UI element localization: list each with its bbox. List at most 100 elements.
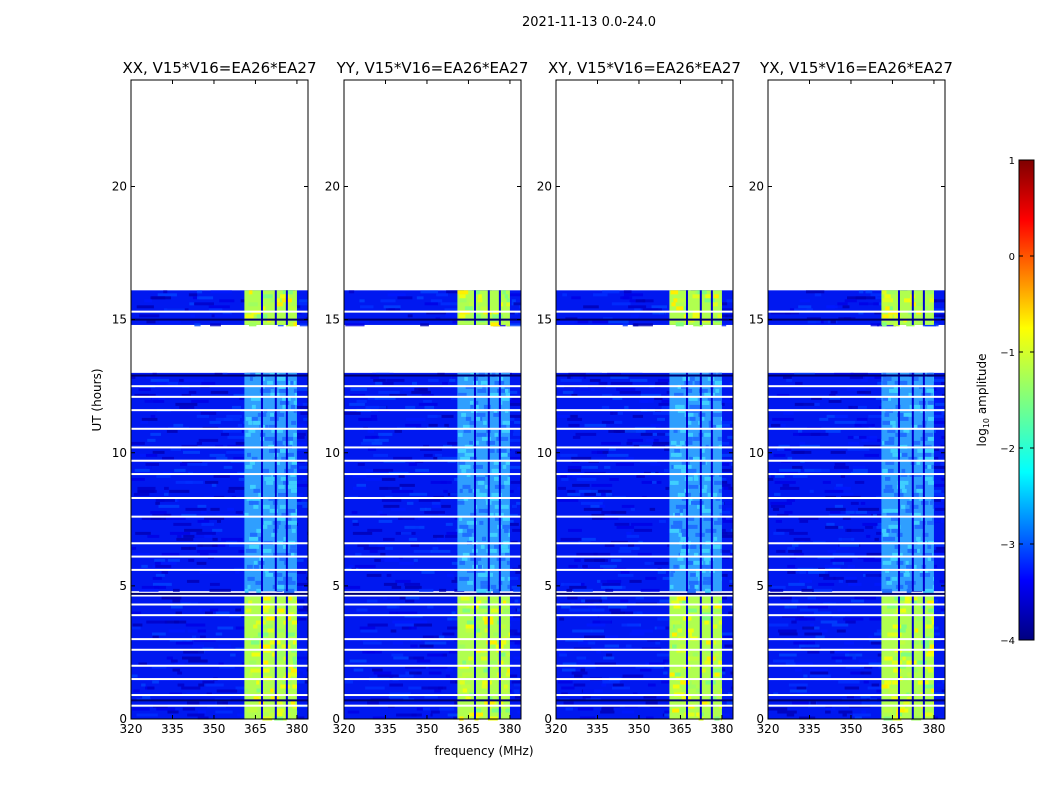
noise-speckle [295,305,301,309]
rfi-speckle [912,520,920,525]
noise-speckle [161,570,169,574]
noise-speckle [808,570,826,574]
noise-speckle [774,480,796,484]
gap-line [131,446,308,449]
noise-speckle [724,501,733,505]
rfi-speckle [703,484,708,489]
rfi-speckle [674,624,682,629]
rfi-speckle [467,580,474,585]
rfi-speckle [913,640,920,645]
rfi-speckle [470,456,477,461]
noise-speckle [776,549,786,553]
rfi-speckle [464,306,473,311]
noise-speckle [147,438,156,442]
rfi-speckle [927,448,934,453]
noise-speckle [367,396,379,400]
noise-speckle [405,665,426,669]
noise-speckle [580,668,586,672]
noise-speckle [807,596,817,600]
rfi-speckle [927,600,934,605]
rfi-speckle [889,306,893,311]
noise-speckle [810,671,829,675]
noise-speckle [560,453,578,457]
noise-speckle [172,588,180,592]
noise-speckle [656,626,671,630]
rfi-speckle [693,436,700,441]
noise-speckle [584,423,607,427]
rfi-speckle [290,700,296,705]
noise-speckle [730,671,733,675]
rfi-speckle [686,432,693,437]
rfi-speckle [458,392,467,397]
noise-speckle [562,293,567,297]
noise-speckle [933,420,945,424]
rfi-speckle [503,608,510,613]
rfi-speckle [473,404,479,409]
noise-speckle [133,492,150,496]
noise-speckle [629,632,645,636]
rfi-speckle [688,436,693,441]
noise-speckle [435,453,442,457]
gap-line [344,694,521,697]
noise-speckle [444,308,466,312]
gap-line [768,385,945,388]
noise-speckle [433,635,445,639]
noise-speckle [779,632,798,636]
noise-speckle [181,444,198,448]
rfi-speckle [287,484,297,489]
noise-speckle [789,531,808,535]
rfi-speckle [906,500,913,505]
noise-speckle [231,405,242,409]
noise-speckle [367,623,388,627]
rfi-speckle [273,552,285,557]
rfi-speckle [284,588,295,593]
noise-speckle [605,588,614,592]
noise-speckle [844,641,855,645]
rfi-speckle [276,376,286,381]
rfi-speckle [882,376,892,381]
rfi-speckle [915,484,924,489]
noise-speckle [131,375,136,379]
noise-speckle [838,680,860,684]
noise-speckle [439,588,447,592]
noise-speckle [426,311,446,315]
noise-speckle [574,558,581,562]
noise-speckle [577,659,591,663]
rfi-speckle [505,392,510,397]
noise-speckle [576,552,598,556]
noise-speckle [562,390,574,394]
rfi-speckle [462,552,472,557]
noise-speckle [363,546,386,550]
rfi-speckle [271,428,277,433]
noise-speckle [197,504,207,508]
rfi-speckle [502,524,510,529]
noise-speckle [210,543,226,547]
noise-speckle [638,399,654,403]
noise-speckle [447,713,460,717]
noise-speckle [614,522,630,526]
noise-speckle [620,546,639,550]
noise-speckle [653,441,675,445]
noise-speckle [782,375,792,379]
rfi-speckle [888,688,896,693]
rfi-speckle [892,552,903,557]
gap-line [344,395,521,398]
noise-speckle [825,710,831,714]
noise-speckle [152,372,157,376]
rfi-speckle [920,640,930,645]
x-tick-label: 380 [285,722,308,736]
noise-speckle [182,447,200,451]
noise-speckle [563,701,574,705]
rfi-speckle [460,596,470,601]
rfi-speckle [279,388,289,393]
gap-line [131,555,308,558]
noise-speckle [348,564,354,568]
rfi-speckle [245,608,252,613]
rfi-speckle [700,668,706,673]
rfi-speckle [270,412,276,417]
rfi-speckle [261,468,269,473]
colorbar: log10 amplitude 10−1−2−3−4 [975,156,1035,647]
noise-speckle [186,701,200,705]
